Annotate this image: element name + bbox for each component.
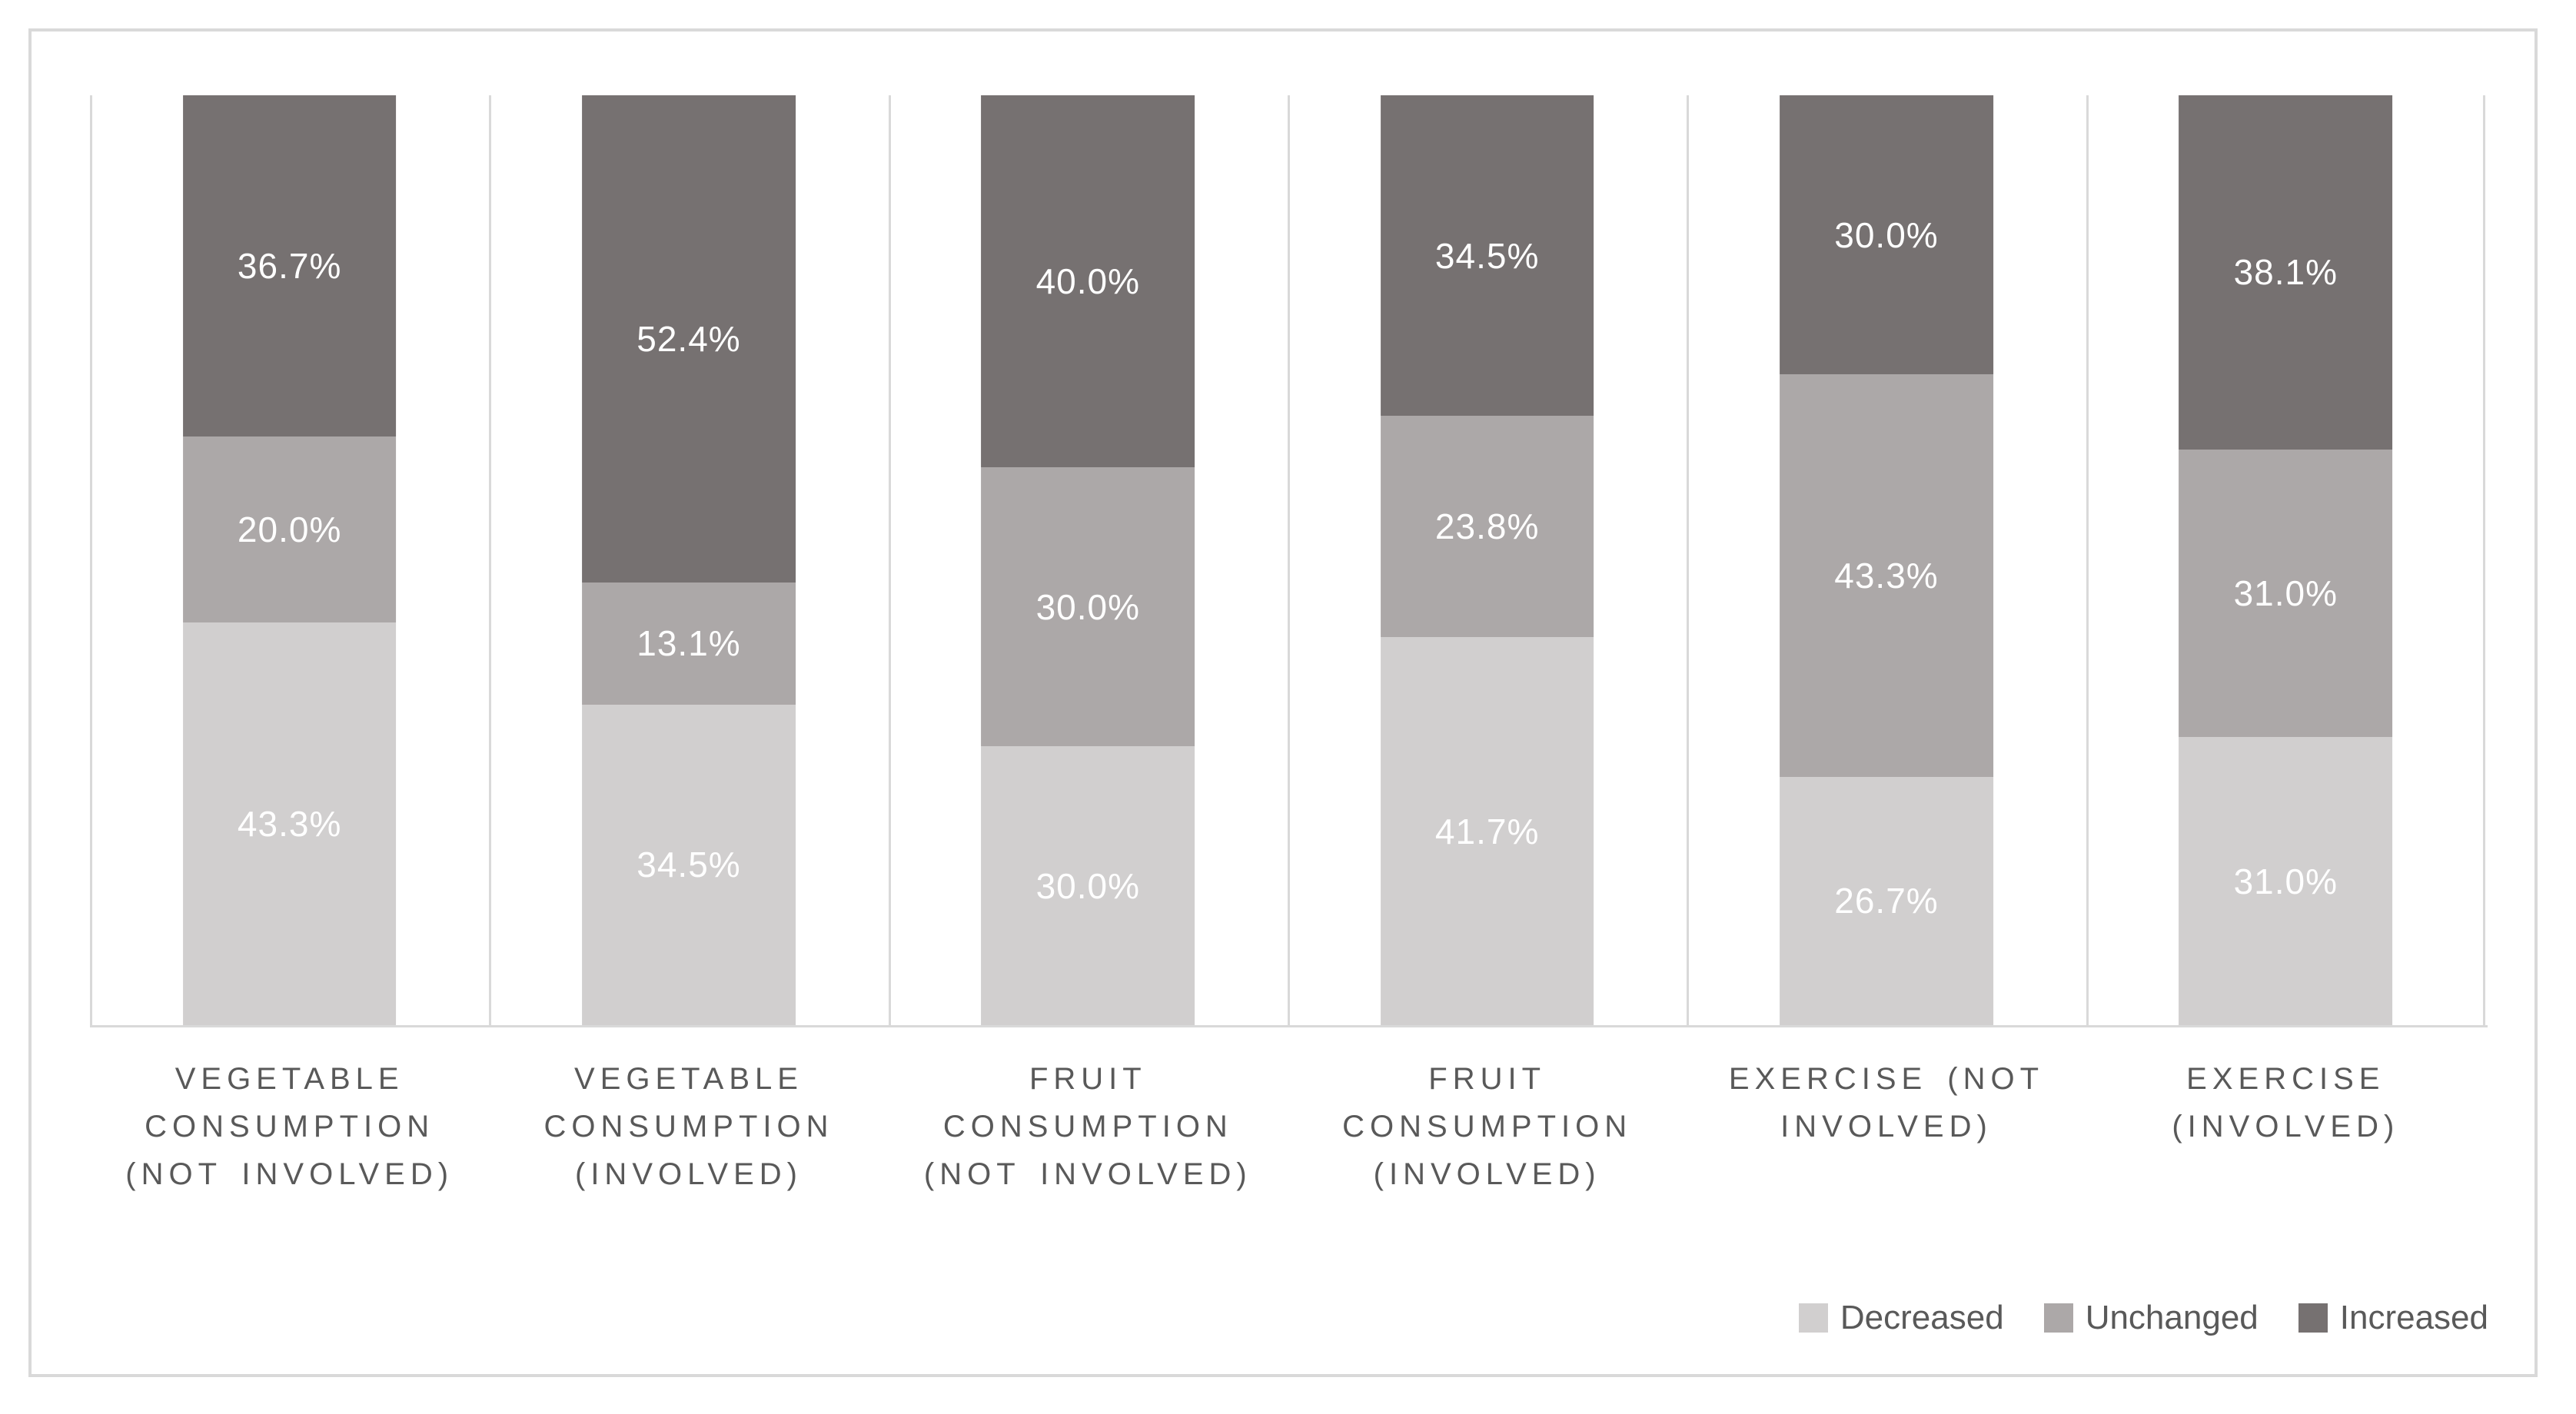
category-label-line: FRUIT bbox=[1029, 1062, 1147, 1096]
category-label-line: EXERCISE (NOT bbox=[1728, 1062, 2045, 1096]
category-label-line: (INVOLVED) bbox=[2172, 1110, 2400, 1143]
bar-segment-decreased: 30.0% bbox=[981, 746, 1195, 1025]
category-label: EXERCISE (NOT INVOLVED) bbox=[1687, 1055, 2086, 1150]
data-label: 13.1% bbox=[637, 623, 741, 664]
chart-frame: 36.7% 20.0% 43.3% 52.4% 13.1% 34.5% 40.0% 30.0%… bbox=[28, 28, 2538, 1377]
bar-segment-decreased: 41.7% bbox=[1380, 637, 1594, 1025]
category-gridline bbox=[2086, 95, 2089, 1025]
bar-segment-decreased: 34.5% bbox=[582, 704, 796, 1025]
category-label-line: VEGETABLE bbox=[175, 1062, 404, 1096]
category-label-line: CONSUMPTION bbox=[543, 1110, 834, 1143]
data-label: 43.3% bbox=[237, 804, 342, 845]
stacked-bar: 38.1% 31.0% 31.0% bbox=[2179, 95, 2393, 1025]
bar-segment-unchanged: 13.1% bbox=[582, 583, 796, 705]
legend-label: Decreased bbox=[1840, 1299, 2004, 1336]
bar-segment-decreased: 31.0% bbox=[2179, 737, 2393, 1025]
category-label-line: (NOT INVOLVED) bbox=[125, 1157, 454, 1191]
category-label: VEGETABLE CONSUMPTION (INVOLVED) bbox=[489, 1055, 888, 1198]
bar-segment-increased: 36.7% bbox=[182, 95, 397, 437]
bar-segment-increased: 52.4% bbox=[582, 95, 796, 583]
bar-segment-increased: 38.1% bbox=[2179, 95, 2393, 450]
category-gridline bbox=[888, 95, 891, 1025]
legend: Decreased Unchanged Increased bbox=[1798, 1299, 2488, 1336]
legend-swatch-unchanged bbox=[2043, 1303, 2073, 1333]
data-label: 34.5% bbox=[1434, 235, 1540, 276]
data-label: 31.0% bbox=[2233, 861, 2338, 901]
data-label: 36.7% bbox=[237, 246, 342, 287]
data-label: 43.3% bbox=[1834, 555, 1939, 596]
bar-segment-unchanged: 43.3% bbox=[1780, 374, 1993, 777]
category-label-line: (INVOLVED) bbox=[1373, 1157, 1601, 1191]
bar-segment-decreased: 43.3% bbox=[182, 622, 397, 1025]
plot-area: 36.7% 20.0% 43.3% 52.4% 13.1% 34.5% 40.0% 30.0%… bbox=[90, 95, 2485, 1025]
category-gridline bbox=[489, 95, 492, 1025]
stacked-bar: 34.5% 23.8% 41.7% bbox=[1380, 95, 1594, 1025]
legend-label: Unchanged bbox=[2085, 1299, 2259, 1336]
bar-segment-decreased: 26.7% bbox=[1780, 776, 1993, 1025]
data-label: 20.0% bbox=[237, 510, 342, 550]
legend-label: Increased bbox=[2339, 1299, 2488, 1336]
data-label: 40.0% bbox=[1035, 261, 1141, 301]
category-axis-labels: VEGETABLE CONSUMPTION (NOT INVOLVED) VEGETA… bbox=[90, 1055, 2485, 1255]
stacked-bar: 36.7% 20.0% 43.3% bbox=[182, 95, 397, 1025]
category-label-line: (INVOLVED) bbox=[575, 1157, 803, 1191]
category-cell: 40.0% 30.0% 30.0% bbox=[889, 95, 1288, 1025]
data-label: 52.4% bbox=[637, 319, 741, 360]
category-label: EXERCISE (INVOLVED) bbox=[2086, 1055, 2485, 1150]
category-label-line: EXERCISE bbox=[2186, 1062, 2385, 1096]
category-cell: 34.5% 23.8% 41.7% bbox=[1288, 95, 1687, 1025]
category-gridline bbox=[1687, 95, 1690, 1025]
category-label-line: (NOT INVOLVED) bbox=[923, 1157, 1252, 1191]
category-cell: 38.1% 31.0% 31.0% bbox=[2086, 95, 2485, 1025]
category-cell: 36.7% 20.0% 43.3% bbox=[90, 95, 489, 1025]
data-label: 30.0% bbox=[1035, 586, 1141, 627]
bar-segment-unchanged: 20.0% bbox=[182, 436, 397, 623]
category-label-line: CONSUMPTION bbox=[1342, 1110, 1633, 1143]
category-gridline bbox=[90, 95, 92, 1025]
category-gridline bbox=[2483, 95, 2485, 1025]
category-label-line: FRUIT bbox=[1428, 1062, 1547, 1096]
category-label-line: VEGETABLE bbox=[574, 1062, 803, 1096]
legend-swatch-decreased bbox=[1798, 1303, 1828, 1333]
category-cell: 52.4% 13.1% 34.5% bbox=[489, 95, 888, 1025]
bar-segment-increased: 34.5% bbox=[1380, 95, 1594, 417]
category-label-line: INVOLVED) bbox=[1780, 1110, 1993, 1143]
legend-item-decreased: Decreased bbox=[1798, 1299, 2004, 1336]
data-label: 38.1% bbox=[2233, 252, 2338, 293]
data-label: 31.0% bbox=[2233, 573, 2338, 613]
bar-segment-increased: 30.0% bbox=[1780, 95, 1993, 374]
category-label: FRUIT CONSUMPTION (NOT INVOLVED) bbox=[889, 1055, 1288, 1198]
bar-segment-unchanged: 31.0% bbox=[2179, 449, 2393, 738]
legend-item-increased: Increased bbox=[2298, 1299, 2488, 1336]
category-label: FRUIT CONSUMPTION (INVOLVED) bbox=[1288, 1055, 1687, 1198]
bar-segment-unchanged: 30.0% bbox=[981, 467, 1195, 746]
bar-segment-increased: 40.0% bbox=[981, 95, 1195, 467]
legend-swatch-increased bbox=[2298, 1303, 2328, 1333]
category-label-line: CONSUMPTION bbox=[942, 1110, 1233, 1143]
category-cell: 30.0% 43.3% 26.7% bbox=[1687, 95, 2086, 1025]
data-label: 23.8% bbox=[1434, 506, 1540, 547]
category-label: VEGETABLE CONSUMPTION (NOT INVOLVED) bbox=[90, 1055, 489, 1198]
data-label: 30.0% bbox=[1035, 865, 1141, 906]
data-label: 30.0% bbox=[1834, 214, 1939, 255]
data-label: 26.7% bbox=[1834, 881, 1939, 921]
stacked-bar: 30.0% 43.3% 26.7% bbox=[1780, 95, 1993, 1025]
stacked-bar: 40.0% 30.0% 30.0% bbox=[981, 95, 1195, 1025]
category-label-line: CONSUMPTION bbox=[145, 1110, 435, 1143]
bar-segment-unchanged: 23.8% bbox=[1380, 416, 1594, 638]
data-label: 34.5% bbox=[637, 845, 741, 885]
data-label: 41.7% bbox=[1434, 811, 1540, 851]
legend-item-unchanged: Unchanged bbox=[2043, 1299, 2259, 1336]
category-gridline bbox=[1288, 95, 1290, 1025]
stacked-bar: 52.4% 13.1% 34.5% bbox=[582, 95, 796, 1025]
x-axis-line bbox=[90, 1025, 2488, 1027]
